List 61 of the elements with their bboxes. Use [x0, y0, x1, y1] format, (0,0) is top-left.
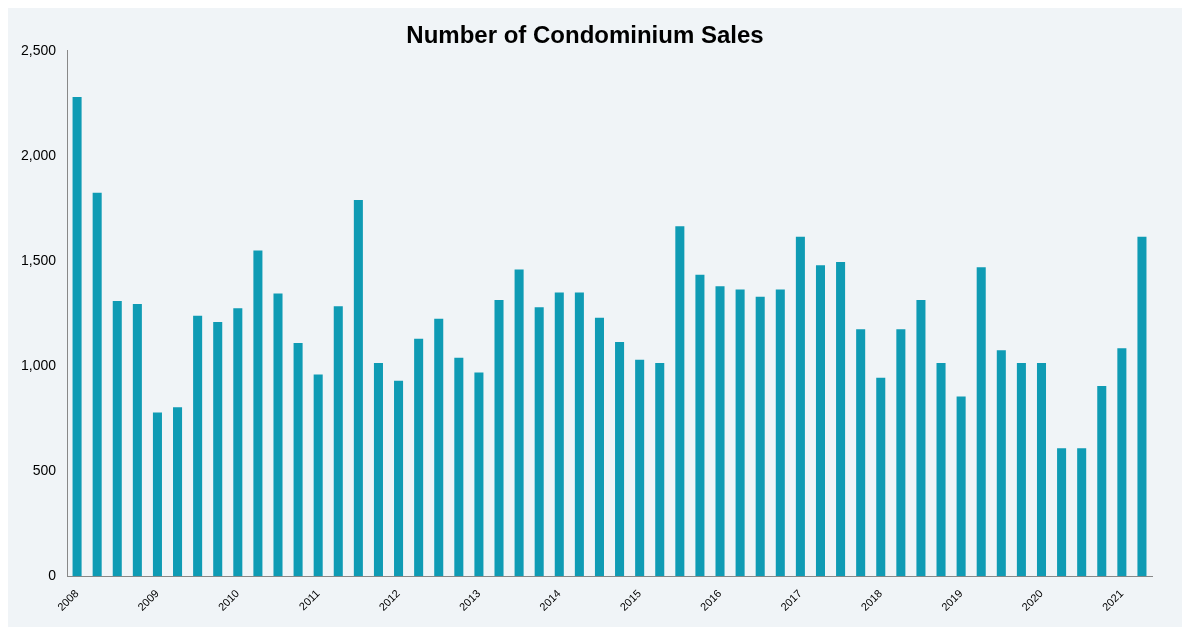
bar: [896, 329, 906, 577]
bar: [976, 267, 986, 577]
bar: [554, 292, 564, 577]
bar: [1016, 362, 1026, 577]
y-tick-label: 2,500: [20, 41, 57, 58]
bar: [313, 374, 323, 577]
bar: [775, 289, 785, 577]
bar: [454, 357, 464, 577]
bar: [333, 306, 343, 577]
bar: [414, 338, 424, 577]
y-tick-label: 0: [48, 567, 57, 584]
bar: [635, 359, 645, 577]
bar: [373, 362, 383, 577]
bar: [655, 362, 665, 577]
bar: [253, 250, 263, 577]
bar: [72, 97, 82, 577]
bar: [615, 341, 625, 577]
bar: [735, 289, 745, 577]
bar: [956, 396, 966, 577]
bar: [132, 304, 142, 577]
bar: [916, 299, 926, 577]
bar: [112, 300, 122, 577]
bar: [1097, 386, 1107, 577]
bar: [534, 307, 544, 577]
y-tick-label: 1,000: [20, 357, 57, 373]
bar: [695, 274, 705, 577]
bar: [152, 412, 162, 577]
y-tick-label: 2,000: [20, 146, 57, 163]
bar: [1036, 362, 1047, 577]
y-tick-label: 500: [32, 462, 57, 479]
bar: [394, 380, 404, 577]
bar: [715, 286, 725, 577]
bar: [173, 407, 183, 577]
bar: [996, 350, 1006, 577]
bar: [1077, 448, 1087, 577]
bar: [936, 362, 946, 577]
bar: [594, 317, 604, 577]
bar: [836, 262, 846, 577]
bar: [213, 321, 223, 577]
bar: [675, 226, 685, 577]
bar: [494, 299, 504, 577]
y-tick-label: 1,500: [20, 251, 57, 268]
bar: [474, 372, 484, 577]
bar: [755, 296, 765, 577]
bar: [1117, 348, 1127, 577]
bar: [273, 293, 283, 577]
bar: [815, 265, 825, 577]
bar: [514, 269, 524, 577]
bar: [353, 200, 363, 577]
bar: [233, 308, 243, 577]
bar: [434, 318, 444, 577]
bar: [293, 343, 303, 577]
bar: [193, 315, 203, 577]
bar: [876, 377, 886, 577]
bar: [856, 329, 866, 577]
bar: [1137, 236, 1147, 577]
bar: [574, 292, 584, 577]
bar: [1057, 448, 1067, 577]
bar: [795, 236, 805, 577]
bar: [92, 192, 102, 577]
chart-title: Number of Condominium Sales: [406, 21, 764, 49]
